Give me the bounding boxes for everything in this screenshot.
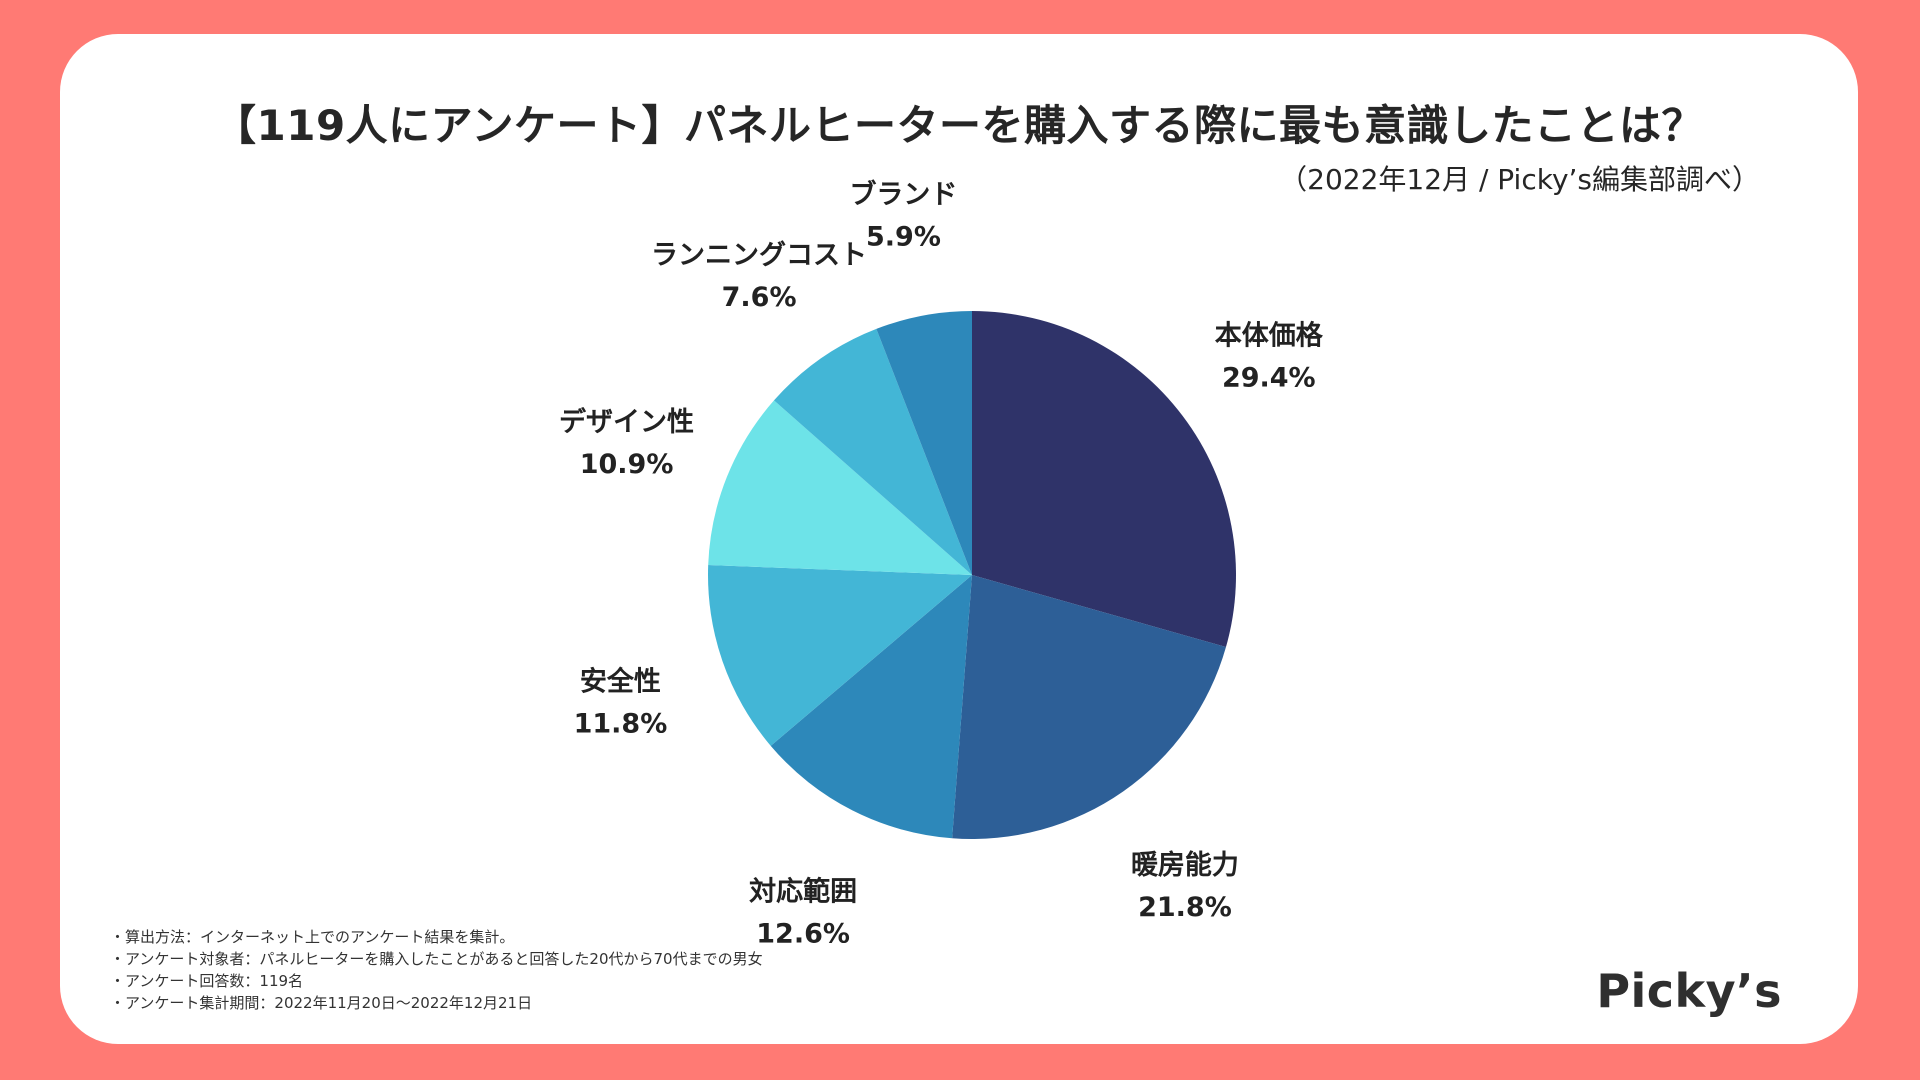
- slice-value-label: 12.6%: [756, 918, 850, 949]
- slice-label: デザイン性: [559, 406, 694, 438]
- slice-label: ブランド: [849, 178, 957, 210]
- pie-slice: [773, 328, 972, 575]
- note-count: ・アンケート回答数：119名: [110, 972, 304, 990]
- pie-slices: [708, 311, 1237, 839]
- note-target: ・アンケート対象者：パネルヒーターを購入したことがあると回答した20代から70代…: [110, 950, 763, 968]
- slice-value-label: 7.6%: [722, 282, 797, 313]
- slice-value-label: 5.9%: [866, 221, 941, 252]
- pie-slice: [972, 311, 1237, 648]
- pie-labels: 本体価格 29.4% 暖房能力 21.8% 対応範囲 12.6% 安全性 11.8% デザイン性…: [559, 178, 1324, 949]
- survey-notes: ・算出方法：インターネット上でのアンケート結果を集計。 ・アンケート対象者：パネ…: [110, 926, 763, 1014]
- slice-label: 対応範囲: [749, 875, 857, 907]
- pie-chart: 本体価格 29.4% 暖房能力 21.8% 対応範囲 12.6% 安全性 11.8% デザイン性…: [559, 178, 1324, 949]
- slice-label: 暖房能力: [1131, 849, 1239, 881]
- chart-title: 【119人にアンケート】パネルヒーターを購入する際に最も意識したことは？: [214, 101, 1704, 150]
- pie-slice: [708, 400, 972, 575]
- slice-value-label: 21.8%: [1138, 892, 1232, 923]
- card: 【119人にアンケート】パネルヒーターを購入する際に最も意識したことは？ （20…: [60, 34, 1858, 1044]
- slice-value-label: 29.4%: [1222, 363, 1316, 394]
- note-period: ・アンケート集計期間：2022年11月20日〜2022年12月21日: [110, 994, 533, 1012]
- pie-slice: [952, 575, 1226, 839]
- pie-slice: [876, 311, 972, 575]
- slice-label: 本体価格: [1215, 321, 1324, 352]
- slice-value-label: 11.8%: [574, 709, 668, 740]
- slice-label: 安全性: [580, 666, 661, 698]
- chart-subtitle: （2022年12月 / Picky’s編集部調べ）: [1279, 163, 1760, 196]
- slice-label: ランニングコスト: [651, 239, 867, 271]
- pie-slice: [770, 575, 972, 839]
- pickys-logo: Picky’s: [1596, 964, 1782, 1018]
- note-method: ・算出方法：インターネット上でのアンケート結果を集計。: [110, 928, 515, 946]
- slice-value-label: 10.9%: [580, 449, 674, 480]
- pie-slice: [708, 565, 972, 746]
